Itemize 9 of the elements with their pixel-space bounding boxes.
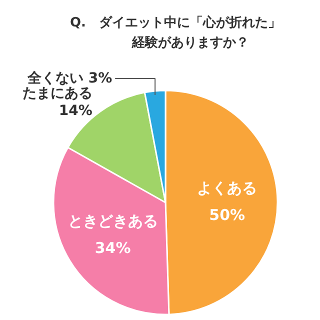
data-label: 14%	[58, 103, 92, 120]
slice-label: ときどきある	[68, 212, 158, 230]
data-label: 34%	[94, 238, 131, 257]
slice-label: 全くない 3%	[26, 70, 112, 86]
chart-subtitle: 経験がありますか？	[131, 36, 249, 50]
slice-label: よくある	[197, 179, 258, 198]
data-label: 50%	[209, 206, 246, 224]
slice-label: たまにある	[22, 86, 92, 102]
chart-title: Q. ダイエット中に「心が折れた」	[70, 14, 282, 30]
